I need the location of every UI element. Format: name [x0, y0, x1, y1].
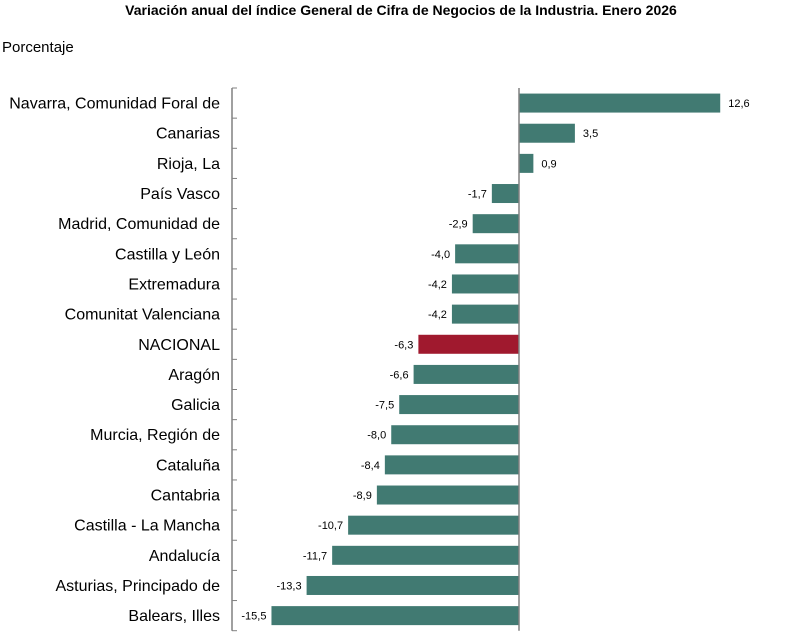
category-label: Asturias, Principado de: [55, 578, 220, 595]
bar: [413, 364, 519, 384]
category-label: Rioja, La: [157, 156, 220, 173]
chart-title: Variación anual del índice General de Ci…: [125, 2, 677, 18]
category-label: Balears, Illes: [128, 608, 220, 625]
bar: [391, 425, 519, 445]
category-label: Cataluña: [156, 457, 220, 474]
bar: [332, 545, 519, 565]
category-label: Aragón: [168, 367, 220, 384]
category-label: Comunitat Valenciana: [65, 307, 220, 324]
data-label: -15,5: [241, 611, 266, 623]
bar: [348, 515, 519, 535]
data-label: -10,7: [318, 520, 343, 532]
data-label: -4,2: [428, 279, 447, 291]
bar: [271, 606, 519, 626]
bar-nacional: [418, 334, 519, 354]
data-label: -6,6: [390, 369, 409, 381]
bar: [519, 93, 721, 113]
data-label: -8,0: [367, 430, 386, 442]
bar: [306, 575, 519, 595]
category-label: Murcia, Región de: [90, 427, 220, 444]
data-label: -2,9: [449, 219, 468, 231]
category-label: Extremadura: [128, 276, 220, 293]
category-label: NACIONAL: [138, 337, 220, 354]
bar: [376, 485, 519, 505]
bar: [455, 244, 519, 264]
bar: [519, 153, 534, 173]
y-axis-unit-label: Porcentaje: [2, 39, 74, 56]
category-label: Galicia: [171, 397, 220, 414]
bar: [384, 455, 519, 475]
data-label: -8,9: [353, 490, 372, 502]
category-label: Navarra, Comunidad Foral de: [9, 96, 220, 113]
category-label: Madrid, Comunidad de: [58, 216, 220, 233]
bar: [491, 184, 519, 204]
data-label: -13,3: [277, 580, 302, 592]
data-label: -6,3: [394, 339, 413, 351]
data-label: 0,9: [541, 158, 556, 170]
data-label: 3,5: [583, 128, 598, 140]
data-label: -11,7: [303, 550, 327, 562]
category-label: Canarias: [156, 126, 220, 143]
bar: [451, 274, 519, 294]
bar: [451, 304, 519, 324]
data-label: 12,6: [728, 98, 749, 110]
data-label: -4,2: [428, 309, 447, 321]
category-label: Cantabria: [151, 488, 220, 505]
bar: [519, 123, 575, 143]
category-label: Castilla y León: [115, 246, 220, 263]
bar: [399, 395, 519, 415]
data-label: -1,7: [468, 189, 487, 201]
data-label: -8,4: [361, 460, 380, 472]
bar: [472, 214, 519, 234]
data-label: -4,0: [431, 249, 450, 261]
category-label: País Vasco: [140, 186, 220, 203]
category-label: Andalucía: [149, 548, 220, 565]
category-label: Castilla - La Mancha: [74, 518, 220, 535]
data-label: -7,5: [375, 400, 394, 412]
